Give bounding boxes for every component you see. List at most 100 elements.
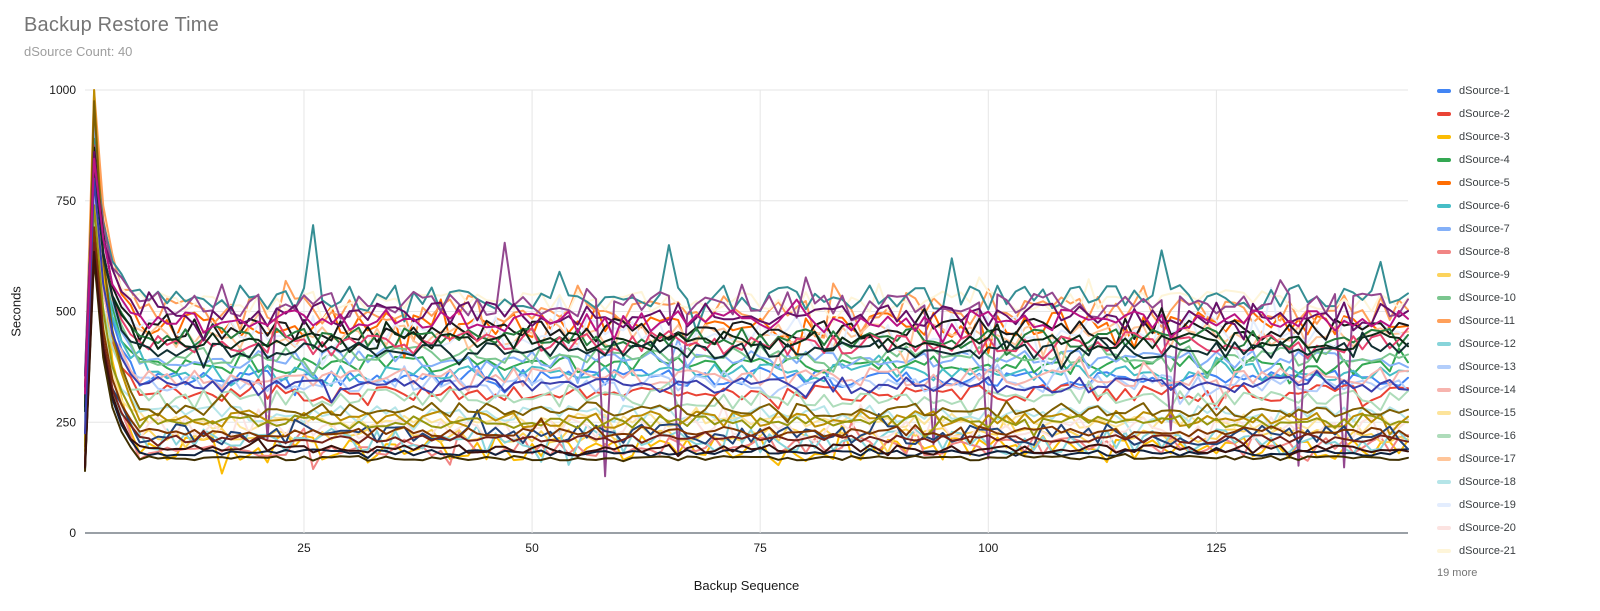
legend-swatch-icon (1437, 204, 1451, 208)
legend-item-dSource-10[interactable]: dSource-10 (1437, 291, 1597, 305)
legend-swatch-icon (1437, 158, 1451, 162)
legend-item-label: dSource-12 (1459, 338, 1516, 350)
legend-item-label: dSource-1 (1459, 85, 1510, 97)
series-line-dSource-16[interactable] (84, 208, 1409, 439)
y-tick-label: 1000 (49, 83, 76, 97)
legend-swatch-icon (1437, 549, 1451, 553)
chart-title: Backup Restore Time (24, 14, 219, 36)
series-line-dSource-14[interactable] (84, 204, 1409, 430)
legend-item-dSource-8[interactable]: dSource-8 (1437, 245, 1597, 259)
series-line-dSource-38[interactable] (84, 250, 1409, 469)
x-tick-label: 50 (525, 541, 539, 555)
legend-item-dSource-9[interactable]: dSource-9 (1437, 268, 1597, 282)
series-line-dSource-21[interactable] (84, 182, 1409, 379)
legend-item-dSource-18[interactable]: dSource-18 (1437, 475, 1597, 489)
series-line-dSource-4[interactable] (84, 159, 1409, 433)
series-line-dSource-12[interactable] (84, 226, 1409, 466)
legend-swatch-icon (1437, 273, 1451, 277)
y-tick-label: 500 (56, 305, 76, 319)
x-tick-label: 100 (978, 541, 998, 555)
legend-item-dSource-2[interactable]: dSource-2 (1437, 107, 1597, 121)
series-line-dSource-35[interactable] (84, 151, 1409, 388)
series-line-dSource-23[interactable] (84, 144, 1409, 478)
series-line-dSource-13[interactable] (84, 195, 1409, 428)
legend-item-dSource-16[interactable]: dSource-16 (1437, 429, 1597, 443)
legend-item-dSource-7[interactable]: dSource-7 (1437, 222, 1597, 236)
legend-swatch-icon (1437, 526, 1451, 530)
legend-item-dSource-11[interactable]: dSource-11 (1437, 314, 1597, 328)
legend-item-label: dSource-15 (1459, 407, 1516, 419)
legend-item-label: dSource-3 (1459, 131, 1510, 143)
y-axis-title: Seconds (8, 286, 24, 337)
y-tick-label: 250 (56, 415, 76, 429)
series-line-dSource-10[interactable] (84, 155, 1409, 410)
legend-item-label: dSource-17 (1459, 453, 1516, 465)
series-line-dSource-27[interactable] (84, 153, 1409, 404)
x-tick-label: 75 (754, 541, 768, 555)
legend-swatch-icon (1437, 135, 1451, 139)
series-line-dSource-34[interactable] (84, 157, 1409, 408)
series-line-dSource-32[interactable] (84, 226, 1409, 461)
legend-item-dSource-19[interactable]: dSource-19 (1437, 498, 1597, 512)
chart-subtitle: dSource Count: 40 (24, 44, 133, 59)
x-axis-title: Backup Sequence (693, 578, 800, 593)
legend-item-dSource-5[interactable]: dSource-5 (1437, 176, 1597, 190)
legend-item-dSource-20[interactable]: dSource-20 (1437, 521, 1597, 535)
legend-swatch-icon (1437, 250, 1451, 254)
legend-swatch-icon (1437, 112, 1451, 116)
legend-swatch-icon (1437, 480, 1451, 484)
legend-item-label: dSource-4 (1459, 154, 1510, 166)
legend-item-label: dSource-6 (1459, 200, 1510, 212)
legend-item-label: dSource-20 (1459, 522, 1516, 534)
legend-swatch-icon (1437, 503, 1451, 507)
legend-item-dSource-15[interactable]: dSource-15 (1437, 406, 1597, 420)
series-line-dSource-5[interactable] (84, 106, 1409, 393)
series-line-dSource-29[interactable] (84, 164, 1409, 406)
series-line-dSource-33[interactable] (84, 241, 1409, 468)
legend-item-label: dSource-14 (1459, 384, 1516, 396)
legend-swatch-icon (1437, 457, 1451, 461)
series-line-dSource-37[interactable] (84, 162, 1409, 413)
series-line-dSource-36[interactable] (84, 257, 1409, 472)
legend-item-dSource-17[interactable]: dSource-17 (1437, 452, 1597, 466)
series-line-dSource-2[interactable] (84, 186, 1409, 455)
legend-swatch-icon (1437, 181, 1451, 185)
series-line-dSource-40[interactable] (84, 157, 1409, 395)
legend-swatch-icon (1437, 89, 1451, 93)
x-tick-label: 125 (1206, 541, 1226, 555)
legend-item-label: dSource-9 (1459, 269, 1510, 281)
series-line-dSource-15[interactable] (84, 230, 1409, 452)
legend-swatch-icon (1437, 319, 1451, 323)
legend-item-label: dSource-11 (1459, 315, 1516, 327)
legend-item-dSource-21[interactable]: dSource-21 (1437, 544, 1597, 558)
legend-item-dSource-12[interactable]: dSource-12 (1437, 337, 1597, 351)
legend-item-label: dSource-21 (1459, 545, 1516, 557)
legend-item-label: dSource-5 (1459, 177, 1510, 189)
series-line-dSource-30[interactable] (84, 100, 1409, 448)
y-tick-label: 750 (56, 194, 76, 208)
legend-swatch-icon (1437, 434, 1451, 438)
legend-item-label: dSource-2 (1459, 108, 1510, 120)
series-line-dSource-22[interactable] (84, 137, 1409, 375)
legend-item-dSource-6[interactable]: dSource-6 (1437, 199, 1597, 213)
legend-item-dSource-3[interactable]: dSource-3 (1437, 130, 1597, 144)
legend: dSource-1 dSource-2 dSource-3 dSource-4 dSou… (1437, 84, 1597, 579)
legend-item-label: dSource-19 (1459, 499, 1516, 511)
series-line-dSource-39[interactable] (84, 177, 1409, 435)
legend-item-dSource-13[interactable]: dSource-13 (1437, 360, 1597, 374)
series-line-dSource-31[interactable] (84, 204, 1409, 452)
legend-item-dSource-14[interactable]: dSource-14 (1437, 383, 1597, 397)
legend-item-dSource-4[interactable]: dSource-4 (1437, 153, 1597, 167)
legend-item-dSource-1[interactable]: dSource-1 (1437, 84, 1597, 98)
legend-item-label: dSource-7 (1459, 223, 1510, 235)
x-tick-label: 25 (297, 541, 311, 555)
legend-item-label: dSource-16 (1459, 430, 1516, 442)
legend-swatch-icon (1437, 227, 1451, 231)
legend-more-link[interactable]: 19 more (1437, 567, 1478, 579)
series-line-dSource-6[interactable] (84, 151, 1409, 424)
series-line-dSource-26[interactable] (84, 248, 1409, 470)
series-line-dSource-1[interactable] (84, 168, 1409, 446)
legend-swatch-icon (1437, 411, 1451, 415)
